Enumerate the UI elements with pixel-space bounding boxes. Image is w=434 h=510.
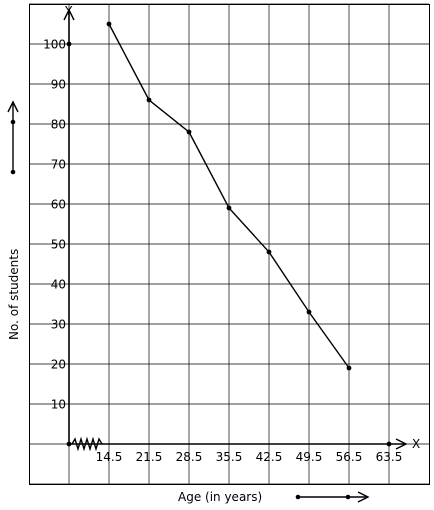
y-axis-title: No. of students: [7, 249, 21, 340]
x-tick-label: 28.5: [176, 450, 203, 464]
y-tick-label: 100: [43, 38, 66, 52]
y-tick-label: 90: [51, 78, 66, 92]
y-tick-label: 80: [51, 118, 66, 132]
data-point: [306, 309, 312, 315]
x-tick-label: 35.5: [216, 450, 243, 464]
data-point: [106, 21, 112, 27]
x-direction-arrow-icon: [295, 491, 370, 503]
x-tick-label: 63.5: [376, 450, 403, 464]
y-tick-label: 20: [51, 358, 66, 372]
data-point: [266, 249, 272, 255]
y-tick-label: 60: [51, 198, 66, 212]
tick-labels: 14.5 21.5 28.5 35.5 42.5 49.5 56.5 63.5 10 20 30 40…: [43, 38, 402, 465]
x-tick-label: 21.5: [136, 450, 163, 464]
x-axis-title: Age (in years): [178, 490, 262, 504]
data-point: [66, 41, 72, 47]
y-tick-label: 70: [51, 158, 66, 172]
x-tick-label: 42.5: [256, 450, 283, 464]
grid-frame: [29, 4, 430, 485]
y-direction-arrow-icon: [7, 100, 19, 175]
series-line: [66, 21, 392, 447]
x-tick-label: 49.5: [296, 450, 323, 464]
x-tick-label: 56.5: [336, 450, 363, 464]
y-tick-label: 50: [51, 238, 66, 252]
y-axis-arrow-icon: [63, 8, 75, 21]
x-tick-label: 14.5: [96, 450, 123, 464]
axis-break-icon: [71, 436, 103, 452]
origin-point: [66, 441, 72, 447]
y-axis-letter: Y: [64, 4, 73, 18]
y-tick-label: 30: [51, 318, 66, 332]
y-tick-label: 10: [51, 398, 66, 412]
grid: [29, 3, 430, 485]
y-tick-label: 40: [51, 278, 66, 292]
data-point: [186, 129, 192, 135]
data-point: [386, 441, 392, 447]
x-axis-letter: X: [412, 437, 420, 451]
data-point: [226, 205, 232, 211]
data-point: [346, 365, 352, 371]
x-axis-arrow-icon: [395, 438, 408, 450]
data-point: [146, 97, 152, 103]
